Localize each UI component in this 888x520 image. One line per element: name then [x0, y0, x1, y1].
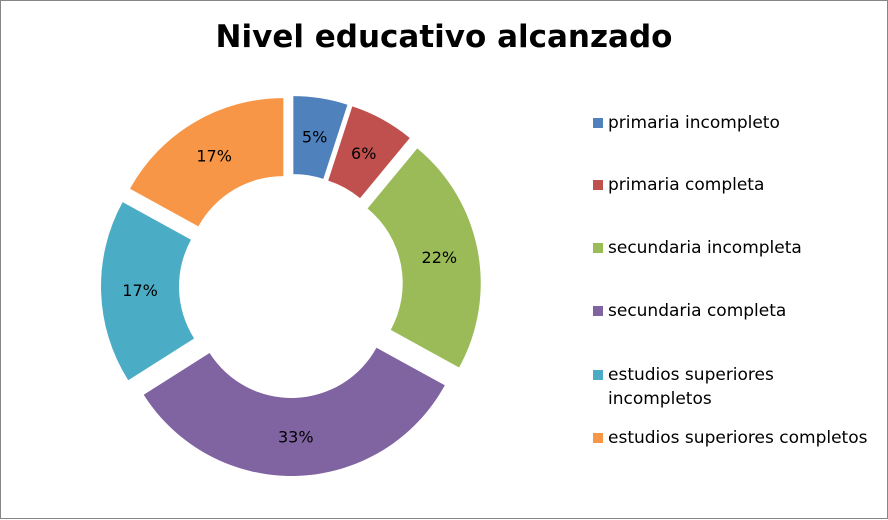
chart-title: Nivel educativo alcanzado: [215, 19, 673, 55]
legend-swatch: [593, 180, 603, 190]
legend-swatch: [593, 118, 603, 128]
legend-swatch: [593, 306, 603, 316]
data-label-estudios-superiores-completos: 17%: [196, 147, 232, 166]
donut-slice-primaria-completa: [328, 106, 410, 199]
donut-slice-estudios-superiores-completos: [130, 98, 284, 227]
data-label-primaria-completa: 6%: [351, 144, 376, 163]
legend-label: primaria incompleto: [608, 113, 780, 133]
legend-label: secundaria completa: [608, 301, 787, 321]
donut-slice-estudios-superiores-incompletos: [101, 202, 195, 381]
donut-slice-primaria-incompleto: [293, 96, 348, 179]
legend-swatch: [593, 243, 603, 253]
legend-swatch: [593, 370, 603, 380]
donut-slice-secundaria-incompleta: [367, 148, 481, 368]
legend-label: estudios superiores completos: [608, 428, 868, 448]
data-label-primaria-incompleto: 5%: [302, 127, 327, 146]
data-label-secundaria-completa: 33%: [278, 427, 314, 446]
data-label-estudios-superiores-incompletos: 17%: [122, 281, 158, 300]
donut-slice-secundaria-completa: [143, 347, 445, 476]
legend-label: secundaria incompleta: [608, 238, 802, 258]
legend-swatch: [593, 433, 603, 443]
legend-label: primaria completa: [608, 175, 765, 195]
legend-label: estudios superiores incompletos: [608, 365, 774, 409]
data-label-secundaria-incompleta: 22%: [422, 248, 458, 267]
